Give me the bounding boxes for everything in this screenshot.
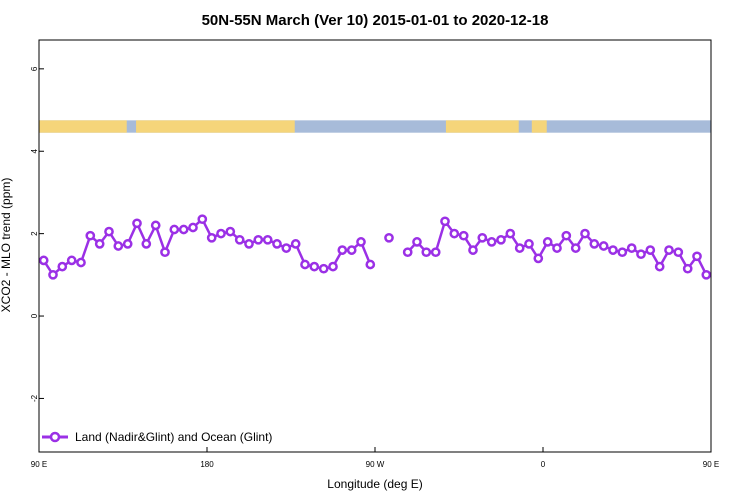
data-point [533, 253, 544, 264]
land-ocean-strip [39, 120, 711, 133]
data-point [318, 263, 329, 274]
data-point [141, 239, 152, 249]
y-axis-label: XCO2 - MLO trend (ppm) [0, 178, 13, 313]
data-point [346, 245, 357, 255]
axis-ticks: 90 E 180 90 W 0 90 E -2 0 2 4 6 [30, 66, 719, 469]
data-point [309, 261, 320, 272]
data-point [645, 245, 656, 255]
data-point [664, 245, 674, 255]
land-segment [445, 120, 519, 133]
data-point [337, 245, 348, 255]
data-point [225, 226, 236, 237]
data-point [449, 228, 460, 239]
legend-marker [49, 431, 61, 443]
data-point [514, 243, 525, 253]
data-point [468, 245, 478, 255]
data-point [580, 228, 590, 239]
data-point [328, 261, 338, 272]
data-point [188, 222, 198, 233]
x-tick-label: 90 E [31, 460, 47, 469]
data-point [412, 237, 422, 247]
data-point [57, 261, 68, 272]
data-point [48, 269, 58, 280]
data-point [132, 218, 142, 229]
data-point [440, 216, 450, 227]
data-point [281, 243, 292, 253]
data-point [38, 255, 49, 266]
data-point [365, 259, 376, 270]
data-point [197, 214, 208, 225]
data-point [486, 237, 497, 247]
data-point [290, 239, 301, 249]
data-point [496, 234, 506, 245]
data-point [570, 243, 581, 253]
data-point [402, 247, 413, 258]
x-axis-label: Longitude (deg E) [327, 477, 422, 491]
data-point [272, 239, 282, 249]
data-point [150, 220, 161, 231]
y-tick-label: -2 [30, 394, 39, 402]
data-point [561, 230, 572, 241]
legend: Land (Nadir&Glint) and Ocean (Glint) [42, 430, 272, 444]
data-point [262, 234, 273, 245]
data-point [430, 247, 441, 258]
data-point [636, 249, 646, 260]
data-point [244, 239, 254, 249]
data-point [682, 263, 693, 274]
data-point [701, 269, 712, 280]
data-point [692, 251, 702, 262]
data-point [524, 239, 534, 249]
x-tick-label: 90 W [366, 460, 385, 469]
y-tick-label: 0 [30, 313, 39, 318]
y-tick-label: 4 [30, 148, 39, 153]
data-point [76, 257, 86, 268]
data-point [234, 234, 245, 245]
data-point [113, 241, 124, 251]
land-segment [531, 120, 547, 133]
data-point [505, 228, 516, 239]
data-point [160, 247, 170, 258]
data-point [552, 243, 562, 253]
data-point [253, 234, 264, 245]
data-point [598, 241, 609, 251]
data-point [85, 230, 96, 241]
data-point [542, 237, 553, 247]
chart-title: 50N-55N March (Ver 10) 2015-01-01 to 202… [202, 12, 549, 29]
data-point [654, 261, 665, 272]
data-point [216, 228, 226, 239]
data-point [384, 232, 394, 243]
data-point [122, 239, 133, 249]
data-point [673, 247, 684, 258]
data-point [169, 224, 180, 235]
series-layer [38, 214, 712, 280]
data-point [477, 232, 488, 243]
data-point [458, 230, 469, 241]
y-tick-label: 6 [30, 66, 39, 71]
data-point [617, 247, 628, 258]
land-segment [39, 120, 127, 133]
y-tick-label: 2 [30, 231, 39, 236]
legend-label: Land (Nadir&Glint) and Ocean (Glint) [75, 430, 272, 444]
data-point [356, 237, 366, 247]
plot-frame [38, 39, 712, 453]
data-point [300, 259, 310, 270]
data-point [94, 239, 105, 249]
x-tick-label: 90 E [703, 460, 719, 469]
data-point [608, 245, 618, 255]
data-point [104, 226, 114, 237]
data-point [178, 224, 189, 235]
x-tick-label: 0 [541, 460, 546, 469]
data-point [626, 243, 637, 253]
data-point [421, 247, 432, 258]
data-point [206, 232, 217, 243]
data-point [66, 255, 77, 266]
x-tick-label: 180 [200, 460, 214, 469]
data-point [589, 239, 600, 249]
land-segment [136, 120, 295, 133]
